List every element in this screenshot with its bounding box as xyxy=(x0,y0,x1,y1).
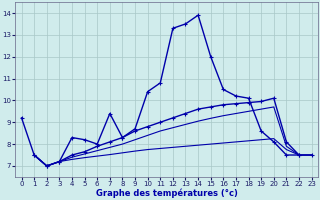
X-axis label: Graphe des températures (°c): Graphe des températures (°c) xyxy=(96,188,237,198)
